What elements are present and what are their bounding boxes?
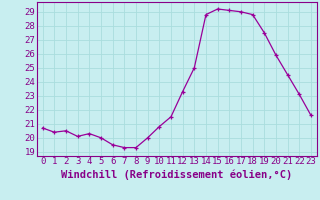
X-axis label: Windchill (Refroidissement éolien,°C): Windchill (Refroidissement éolien,°C) [61, 169, 292, 180]
